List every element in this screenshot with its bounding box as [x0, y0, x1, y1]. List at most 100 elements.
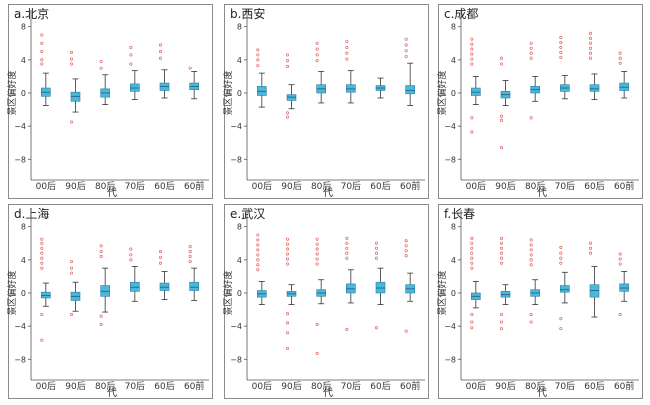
outlier-point — [404, 54, 408, 59]
y-tick-label: −8 — [230, 355, 242, 364]
panel-frame — [8, 4, 213, 199]
outlier-point — [588, 36, 593, 40]
outlier-point — [559, 327, 563, 331]
outlier-point — [529, 46, 533, 50]
outlier-point — [285, 237, 290, 241]
outlier-point — [470, 241, 474, 245]
outlier-point — [559, 40, 563, 45]
outlier-point — [69, 259, 74, 264]
outlier-point — [158, 250, 163, 254]
outlier-point — [315, 59, 319, 63]
outlier-point — [499, 56, 504, 60]
outlier-point — [69, 120, 74, 124]
panel-title: a.北京 — [14, 7, 49, 21]
outlier-point — [188, 250, 192, 254]
y-tick-label: −8 — [230, 155, 242, 164]
outlier-point — [40, 256, 44, 260]
outlier-point — [188, 245, 192, 249]
outlier-point — [499, 236, 504, 240]
outlier-point — [529, 243, 533, 247]
box-plot-60前 — [619, 271, 629, 302]
x-tick-label: 70后 — [555, 181, 575, 192]
box-iqr — [130, 83, 140, 92]
outlier-point — [470, 52, 474, 56]
x-axis-title: 代 — [107, 187, 117, 199]
outlier-point — [285, 59, 290, 63]
x-tick-label: 60前 — [184, 380, 204, 392]
outlier-point — [69, 266, 74, 270]
box-plot-00后 — [41, 282, 51, 307]
outlier-point — [129, 62, 133, 66]
y-tick-label: 4 — [451, 56, 456, 65]
outlier-point — [315, 53, 319, 57]
box-plot-60前 — [619, 71, 629, 99]
y-axis-title: 景区偏好度 — [222, 70, 234, 115]
outlier-point — [559, 256, 563, 260]
outlier-point — [285, 252, 290, 256]
outlier-point — [588, 51, 593, 55]
outlier-point — [374, 251, 379, 255]
outlier-point — [285, 111, 290, 115]
outlier-point — [40, 266, 44, 270]
box-plot-60后 — [159, 271, 170, 301]
outlier-point — [404, 329, 408, 333]
y-tick-label: 4 — [21, 56, 26, 65]
x-tick-label: 70后 — [125, 181, 145, 192]
panel-title: f.长春 — [444, 207, 475, 221]
outlier-point — [470, 130, 474, 134]
box-iqr — [130, 281, 140, 292]
outlier-point — [99, 314, 103, 318]
x-tick-label: 60后 — [154, 181, 174, 192]
outlier-point — [315, 257, 319, 261]
outlier-point — [315, 247, 319, 251]
outlier-point — [315, 242, 319, 246]
box-iqr — [619, 82, 629, 91]
box-plot-60后 — [375, 77, 386, 99]
x-tick-label: 70后 — [125, 381, 145, 392]
outlier-point — [470, 246, 474, 250]
y-axis-title: 景区偏好度 — [6, 270, 18, 315]
box-plot-60后 — [375, 267, 386, 306]
panel-frame — [8, 204, 213, 399]
outlier-point — [40, 338, 44, 342]
outlier-point — [618, 61, 622, 65]
x-tick-label: 00后 — [252, 381, 272, 392]
box-plot-90后 — [500, 284, 511, 306]
outlier-point — [285, 115, 290, 119]
outlier-point — [256, 58, 260, 62]
outlier-point — [256, 243, 260, 247]
y-tick-label: 4 — [21, 256, 26, 265]
outlier-point — [529, 320, 533, 324]
outlier-point — [529, 263, 533, 267]
outlier-point — [404, 239, 408, 243]
box-iqr — [405, 85, 415, 95]
outlier-point — [345, 251, 349, 255]
outlier-point — [470, 256, 474, 260]
outlier-point — [40, 41, 44, 45]
box-plot-70后 — [346, 70, 356, 104]
x-tick-label: 80后 — [525, 181, 545, 192]
outlier-point — [618, 312, 622, 317]
y-tick-label: 0 — [21, 289, 26, 298]
box-iqr — [346, 283, 356, 294]
outlier-point — [99, 250, 103, 254]
outlier-point — [40, 50, 44, 54]
box-plot-80后 — [530, 279, 540, 306]
outlier-point — [499, 62, 504, 66]
outlier-point — [40, 312, 44, 317]
x-tick-label: 00后 — [466, 181, 486, 192]
x-tick-label: 90后 — [65, 181, 85, 192]
box-iqr — [100, 285, 110, 297]
outlier-point — [285, 262, 290, 266]
box-plot-60后 — [589, 266, 600, 318]
outlier-point — [345, 327, 349, 332]
y-tick-label: −4 — [230, 322, 242, 331]
outlier-point — [40, 251, 44, 255]
x-tick-label: 00后 — [36, 181, 56, 192]
box-plot-70后 — [130, 70, 140, 101]
